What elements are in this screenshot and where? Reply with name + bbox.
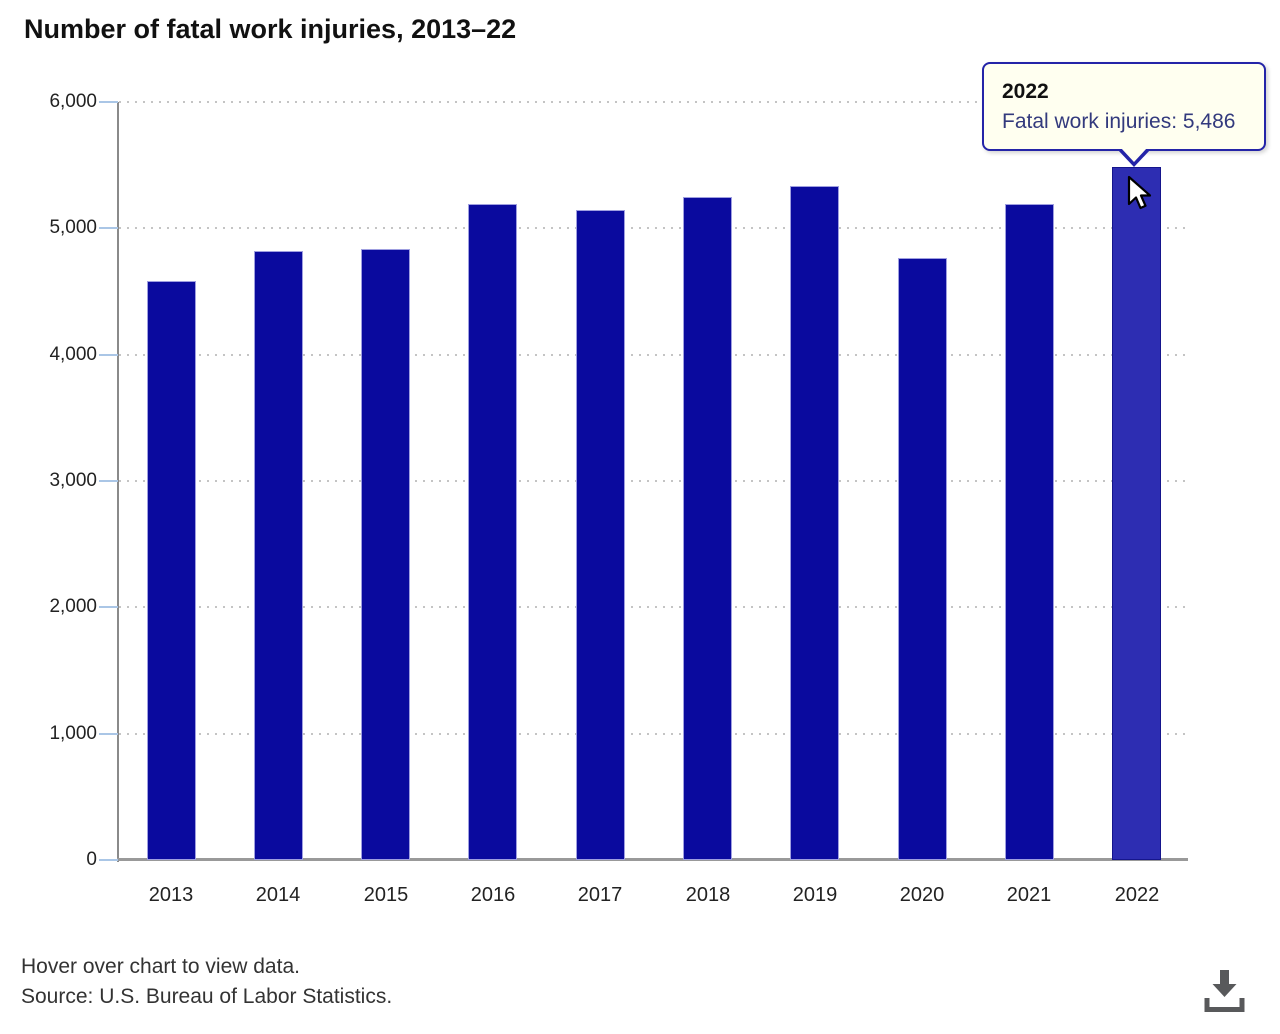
x-axis-label-2018: 2018 <box>685 884 731 906</box>
x-axis-line <box>117 858 1188 861</box>
x-axis-label-2014: 2014 <box>255 884 301 906</box>
bar-2022[interactable] <box>1112 167 1161 860</box>
plot-area: 0 1,000 2,000 3,000 4,000 5,000 6,000 2013 2014 2… <box>49 91 1188 906</box>
tooltip-caret-fill <box>1121 148 1147 162</box>
y-axis-label-0: 0 <box>86 849 97 870</box>
x-axis-label-2021: 2021 <box>1006 884 1052 906</box>
y-tick-0 <box>99 859 118 861</box>
y-axis-label-1000: 1,000 <box>49 723 97 744</box>
y-tick-2000 <box>99 606 118 608</box>
bar-2013[interactable] <box>147 281 196 860</box>
x-axis-label-2019: 2019 <box>792 884 838 906</box>
bar-2020[interactable] <box>898 258 947 860</box>
bar-2021[interactable] <box>1005 204 1054 860</box>
download-icon <box>1204 970 1245 1012</box>
x-axis-label-2013: 2013 <box>148 884 194 906</box>
y-tick-3000 <box>99 480 118 482</box>
y-tick-4000 <box>99 354 118 356</box>
x-axis-label-2016: 2016 <box>470 884 516 906</box>
tooltip-year: 2022 <box>1002 80 1049 103</box>
bar-2014[interactable] <box>254 251 303 860</box>
hover-note: Hover over chart to view data. <box>21 955 300 978</box>
gridline-2000 <box>119 606 1188 608</box>
y-axis-label-3000: 3,000 <box>49 470 97 491</box>
y-tick-5000 <box>99 227 118 229</box>
tooltip-value: Fatal work injuries: 5,486 <box>1002 110 1236 133</box>
y-axis-line <box>117 102 119 862</box>
chart-footer: Hover over chart to view data. Source: U… <box>21 952 392 1012</box>
y-tick-6000 <box>99 101 118 103</box>
x-axis-label-2022: 2022 <box>1114 884 1160 906</box>
bar-2017[interactable] <box>576 210 625 860</box>
y-axis-label-2000: 2,000 <box>49 596 97 617</box>
gridline-5000 <box>119 227 1188 229</box>
y-axis-label-4000: 4,000 <box>49 344 97 365</box>
bar-2016[interactable] <box>468 204 517 860</box>
gridline-6000 <box>119 101 1188 103</box>
source-note: Source: U.S. Bureau of Labor Statistics. <box>21 985 393 1008</box>
bar-2019[interactable] <box>790 186 839 860</box>
bar-2015[interactable] <box>361 249 410 860</box>
mouse-cursor-icon <box>1127 175 1152 210</box>
x-axis-label-2020: 2020 <box>899 884 945 906</box>
bar-2018[interactable] <box>683 197 732 860</box>
x-axis-label-2017: 2017 <box>577 884 623 906</box>
chart-title: Number of fatal work injuries, 2013–22 <box>24 14 517 44</box>
gridline-3000 <box>119 480 1188 482</box>
gridline-1000 <box>119 733 1188 735</box>
x-axis-label-2015: 2015 <box>363 884 409 906</box>
gridline-4000 <box>119 354 1188 356</box>
download-button[interactable] <box>1196 964 1252 1020</box>
tooltip: 2022 Fatal work injuries: 5,486 <box>982 62 1266 167</box>
y-axis-label-6000: 6,000 <box>49 91 97 112</box>
y-axis-label-5000: 5,000 <box>49 217 97 238</box>
y-tick-1000 <box>99 733 118 735</box>
